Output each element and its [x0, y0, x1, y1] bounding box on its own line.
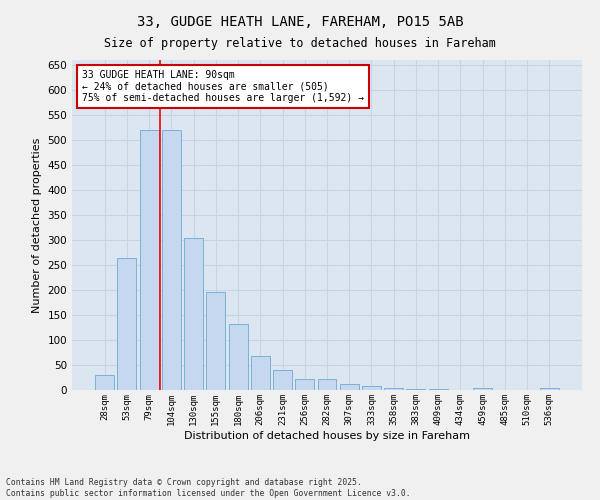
Bar: [206, 292, 225, 390]
Bar: [473, 388, 492, 390]
Bar: [162, 130, 181, 390]
Bar: [340, 384, 359, 390]
Text: 33, GUDGE HEATH LANE, FAREHAM, PO15 5AB: 33, GUDGE HEATH LANE, FAREHAM, PO15 5AB: [137, 15, 463, 29]
Bar: [251, 356, 270, 390]
Bar: [362, 386, 381, 390]
Bar: [229, 324, 248, 390]
Bar: [184, 238, 203, 390]
X-axis label: Distribution of detached houses by size in Fareham: Distribution of detached houses by size …: [184, 430, 470, 440]
Bar: [295, 379, 314, 390]
Bar: [273, 370, 292, 390]
Text: 33 GUDGE HEATH LANE: 90sqm
← 24% of detached houses are smaller (505)
75% of sem: 33 GUDGE HEATH LANE: 90sqm ← 24% of deta…: [82, 70, 364, 103]
Text: Contains HM Land Registry data © Crown copyright and database right 2025.
Contai: Contains HM Land Registry data © Crown c…: [6, 478, 410, 498]
Text: Size of property relative to detached houses in Fareham: Size of property relative to detached ho…: [104, 38, 496, 51]
Bar: [95, 375, 114, 390]
Y-axis label: Number of detached properties: Number of detached properties: [32, 138, 42, 312]
Bar: [429, 388, 448, 390]
Bar: [540, 388, 559, 390]
Bar: [140, 130, 158, 390]
Bar: [406, 388, 425, 390]
Bar: [118, 258, 136, 390]
Bar: [384, 388, 403, 390]
Bar: [317, 379, 337, 390]
